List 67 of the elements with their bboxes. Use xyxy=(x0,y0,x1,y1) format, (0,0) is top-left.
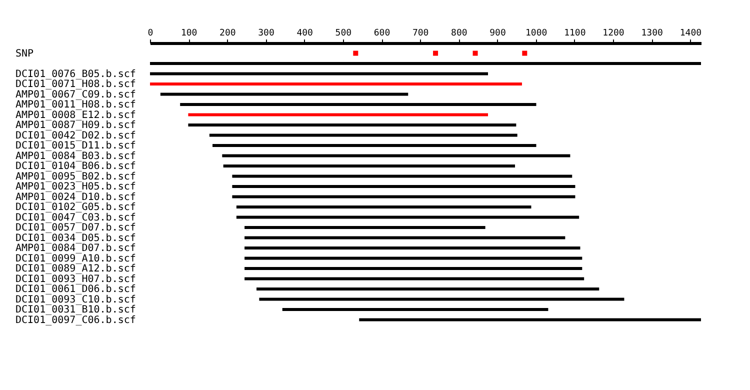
bar xyxy=(244,256,582,260)
x-tick-label: 700 xyxy=(412,28,429,38)
bar xyxy=(188,113,488,116)
bar xyxy=(244,236,566,240)
y-tick-label: AMP01_0024_D10.b.scf xyxy=(16,192,136,203)
x-tick-label: 300 xyxy=(258,28,274,38)
bar xyxy=(222,154,570,158)
y-tick-label: AMP01_0067_C09.b.scf xyxy=(16,89,136,100)
x-tick-label: 200 xyxy=(220,28,236,38)
y-tick-label: AMP01_0087_H09.b.scf xyxy=(16,120,136,131)
bar xyxy=(244,226,486,229)
y-tick-label: DCI01_0015_D11.b.scf xyxy=(16,140,136,152)
bar xyxy=(236,216,580,219)
bar xyxy=(244,267,582,270)
y-tick-label: AMP01_0095_B02.b.scf xyxy=(16,171,136,182)
y-tick-label: AMP01_0084_B03.b.scf xyxy=(16,150,136,162)
y-tick-label: DCI01_0076_B05.b.scf xyxy=(16,68,136,80)
bar xyxy=(256,288,600,290)
bar xyxy=(209,134,518,137)
bar xyxy=(150,72,488,76)
x-tick-label: 800 xyxy=(451,28,468,38)
bar xyxy=(244,277,584,280)
x-tick-label: 1300 xyxy=(641,28,663,38)
y-tick-label: AMP01_0008_E12.b.scf xyxy=(16,110,136,121)
y-tick-label: DCI01_0099_A10.b.scf xyxy=(16,253,136,264)
bar xyxy=(359,318,701,322)
y-tick-label: DCI01_0047_C03.b.scf xyxy=(16,212,136,224)
x-tick-label: 500 xyxy=(335,28,352,38)
bar xyxy=(160,92,408,96)
y-tick-label: DCI01_0102_G05.b.scf xyxy=(16,202,136,213)
y-tick-label: DCI01_0093_C10.b.scf xyxy=(16,294,136,306)
x-tick-label: 1100 xyxy=(564,28,586,38)
x-tick-label: 1000 xyxy=(526,28,548,38)
y-tick-label: AMP01_0023_H05.b.scf xyxy=(16,182,136,192)
bar xyxy=(212,144,536,147)
bar xyxy=(223,164,516,168)
x-tick-label: 1400 xyxy=(680,28,702,38)
x-tick-label: 600 xyxy=(374,28,390,38)
y-tick-label: DCI01_0071_H08.b.scf xyxy=(16,79,136,90)
bar xyxy=(188,124,516,126)
bar xyxy=(244,246,580,250)
x-tick-label: 400 xyxy=(296,28,313,38)
x-tick-label: 0 xyxy=(148,28,154,38)
bar xyxy=(232,174,572,178)
bar xyxy=(232,195,576,198)
y-tick-label: DCI01_0057_D07.b.scf xyxy=(16,222,136,234)
y-tick-label: DCI01_0093_H07.b.scf xyxy=(16,274,136,285)
y-tick-label: DCI01_0034_D05.b.scf xyxy=(16,232,136,244)
bar xyxy=(232,185,576,188)
x-tick-label: 100 xyxy=(180,28,198,38)
y-tick-label: DCI01_0089_A12.b.scf xyxy=(16,264,136,274)
bar xyxy=(282,308,548,311)
x-tick-label: 1200 xyxy=(602,28,624,38)
bar xyxy=(180,103,536,106)
y-tick-label: DCI01_0104_B06.b.scf xyxy=(16,161,136,172)
bar xyxy=(259,298,624,301)
bar xyxy=(150,62,701,65)
y-tick-label: AMP01_0084_D07.b.scf xyxy=(16,243,136,254)
y-tick-label: DCI01_0061_D06.b.scf xyxy=(16,284,136,295)
bar xyxy=(150,82,522,86)
y-tick-label: DCI01_0031_B10.b.scf xyxy=(16,304,136,316)
y-tick-label: DCI01_0097_C06.b.scf xyxy=(16,314,136,326)
bar xyxy=(236,206,532,208)
x-tick-label: 900 xyxy=(490,28,506,38)
y-tick-label: SNP xyxy=(16,48,34,60)
y-tick-label: DCI01_0042_D02.b.scf xyxy=(16,130,136,142)
y-tick-label: AMP01_0011_H08.b.scf xyxy=(16,100,136,110)
